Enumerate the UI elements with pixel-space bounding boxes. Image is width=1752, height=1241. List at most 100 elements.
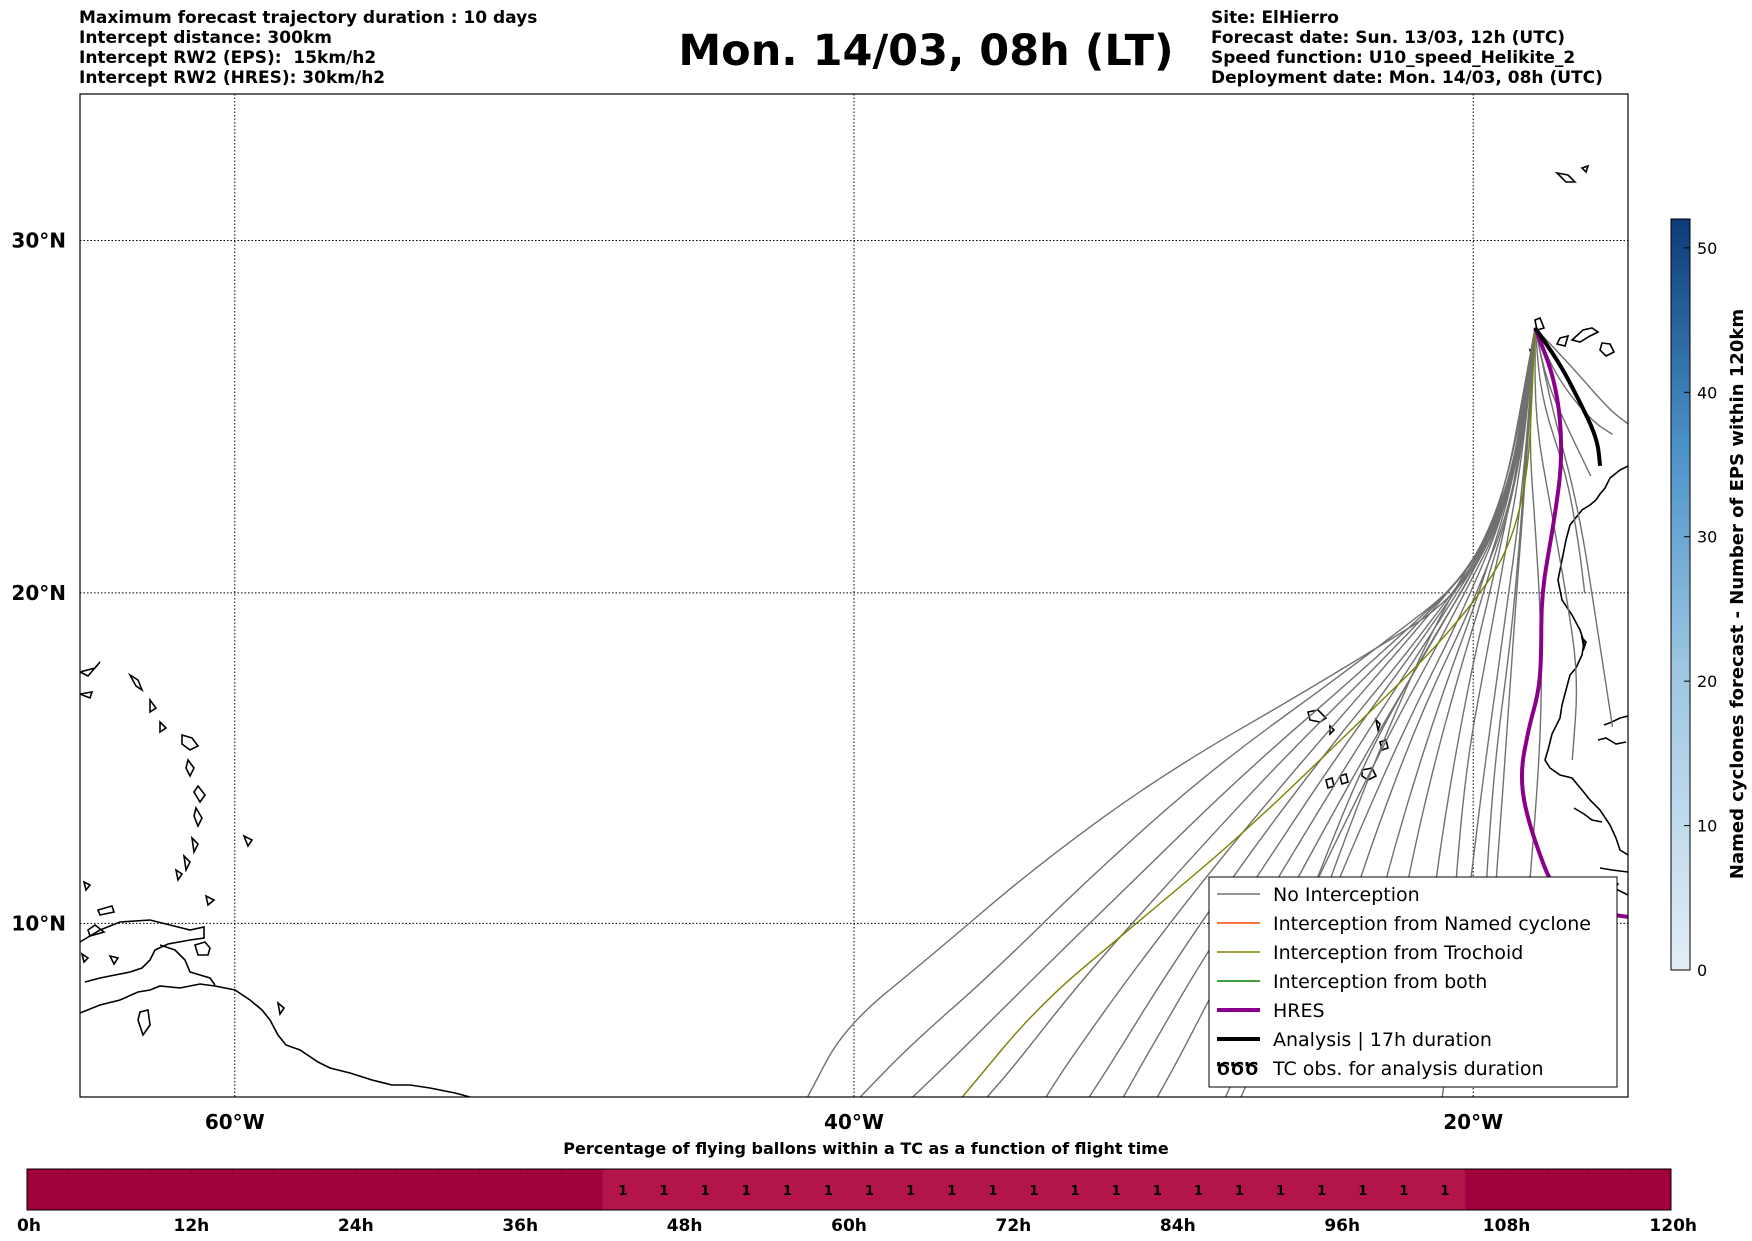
colorbar: 0 10 20 30 40 50 Named cyclones forecast - Nu… xyxy=(1670,218,1748,980)
bar-tick-label: 0h xyxy=(17,1216,41,1236)
bar-cell-value: 1 xyxy=(906,1184,915,1199)
header-right: Site: ElHierro Forecast date: Sun. 13/03… xyxy=(1211,8,1603,88)
legend-label: Interception from both xyxy=(1273,971,1487,993)
legend-label: Analysis | 17h duration xyxy=(1273,1029,1492,1051)
hres-track xyxy=(1519,327,1628,919)
bar-cell-value: 1 xyxy=(947,1184,956,1199)
coastline-small-island xyxy=(137,1009,151,1037)
eps-track xyxy=(1534,327,1614,728)
bar-tick-label: 72h xyxy=(996,1216,1032,1236)
header-left-line: Intercept distance: 300km xyxy=(79,28,332,48)
bar-cell-value: 1 xyxy=(865,1184,874,1199)
coastline-small-island xyxy=(80,952,120,966)
bar-cell-value: 1 xyxy=(660,1184,669,1199)
coastline-africa xyxy=(1544,465,1628,856)
coastline-small-island xyxy=(87,924,106,937)
map-tick-labels: 60°W 40°W 20°W 30°N 20°N 10°N xyxy=(11,229,1503,1134)
header-right-line: Site: ElHierro xyxy=(1211,8,1339,28)
bar-cell-value: 1 xyxy=(1153,1184,1162,1199)
header-right-line: Speed function: U10_speed_Helikite_2 xyxy=(1211,48,1576,68)
lat-tick-label: 20°N xyxy=(11,581,66,605)
bar-cell-value: 1 xyxy=(1235,1184,1244,1199)
legend-label: Interception from Trochoid xyxy=(1273,942,1523,964)
map-frame xyxy=(79,93,1629,1098)
bar-tick-label: 108h xyxy=(1483,1216,1531,1236)
coastline-africa-islands xyxy=(1580,635,1620,910)
eps-track xyxy=(806,327,1536,1097)
bar-cell-value: 1 xyxy=(783,1184,792,1199)
coastline-south-america xyxy=(80,983,471,1097)
coastline-trinidad xyxy=(194,941,211,956)
legend-label: TC obs. for analysis duration xyxy=(1272,1058,1544,1080)
coastline-gulf-paria xyxy=(159,944,216,986)
lat-tick-label: 30°N xyxy=(11,229,66,253)
legend-symbol-tc-icon: ԾԾԾ xyxy=(1216,1059,1259,1080)
header-left-line: Maximum forecast trajectory duration : 1… xyxy=(79,8,538,28)
lat-tick-label: 10°N xyxy=(11,911,66,935)
colorbar-tick-label: 0 xyxy=(1697,961,1707,980)
bar-cell-value: 1 xyxy=(1071,1184,1080,1199)
lon-tick-label: 20°W xyxy=(1443,1110,1503,1134)
flight-time-bar-frame xyxy=(26,1168,1672,1211)
coastline-canaries xyxy=(1528,316,1616,359)
map-legend: No Interception Interception from Named c… xyxy=(1208,876,1618,1088)
bar-cell-value: 1 xyxy=(1276,1184,1285,1199)
bar-tick-label: 36h xyxy=(502,1216,538,1236)
bar-cell-value: 1 xyxy=(1358,1184,1367,1199)
bar-tick-label: 48h xyxy=(667,1216,703,1236)
header-left: Maximum forecast trajectory duration : 1… xyxy=(79,8,537,88)
colorbar-tick-label: 40 xyxy=(1697,383,1717,402)
bar-cell-value: 1 xyxy=(988,1184,997,1199)
flight-time-bar-highlight xyxy=(602,1169,1466,1210)
bar-tick-label: 12h xyxy=(174,1216,210,1236)
flight-time-bar-title: Percentage of flying ballons within a TC… xyxy=(563,1139,1169,1158)
coastline-venezuela-north xyxy=(80,919,205,983)
header-right-line: Deployment date: Mon. 14/03, 08h (UTC) xyxy=(1211,68,1603,88)
bar-cell-value: 1 xyxy=(1194,1184,1203,1199)
eps-track xyxy=(1484,327,1536,1021)
coastline-small-island xyxy=(276,1000,286,1017)
eps-track xyxy=(1534,327,1586,593)
bar-tick-label: 84h xyxy=(1160,1216,1196,1236)
coastline-small-island xyxy=(96,905,116,916)
colorbar-gradient xyxy=(1670,218,1691,971)
coastline-island-chain xyxy=(80,661,254,907)
bar-cell-value: 1 xyxy=(1399,1184,1408,1199)
colorbar-tick-label: 10 xyxy=(1697,817,1717,836)
bar-tick-label: 96h xyxy=(1324,1216,1360,1236)
bar-cell-value: 1 xyxy=(742,1184,751,1199)
bar-cell-value: 1 xyxy=(618,1184,627,1199)
legend-label: HRES xyxy=(1273,1000,1325,1022)
eps-track xyxy=(1317,327,1536,1037)
trochoid-track xyxy=(961,327,1536,1097)
coastline-madeira xyxy=(1554,164,1590,183)
coastline-africa-detail xyxy=(1573,715,1628,896)
bar-cell-value: 1 xyxy=(1440,1184,1449,1199)
colorbar-label: Named cyclones forecast - Number of EPS … xyxy=(1727,309,1748,879)
bar-cell-value: 1 xyxy=(1317,1184,1326,1199)
legend-box xyxy=(1208,876,1618,1088)
colorbar-tick-label: 30 xyxy=(1697,528,1717,547)
header-right-line: Forecast date: Sun. 13/03, 12h (UTC) xyxy=(1211,28,1566,48)
header-left-line: Intercept RW2 (EPS): 15km/h2 xyxy=(79,48,377,68)
bar-cell-value: 1 xyxy=(701,1184,710,1199)
bar-tick-label: 24h xyxy=(338,1216,374,1236)
lon-tick-label: 60°W xyxy=(205,1110,265,1134)
bar-tick-label: 120h xyxy=(1649,1216,1697,1236)
legend-label: Interception from Named cyclone xyxy=(1273,913,1591,935)
legend-label: No Interception xyxy=(1273,884,1420,906)
bar-cell-value: 1 xyxy=(824,1184,833,1199)
map-gridlines xyxy=(80,94,1628,1097)
header-left-line: Intercept RW2 (HRES): 30km/h2 xyxy=(79,68,386,88)
colorbar-tick-label: 50 xyxy=(1697,239,1717,258)
flight-time-bar: Percentage of flying ballons within a TC… xyxy=(17,1139,1697,1236)
colorbar-ticks: 0 10 20 30 40 50 xyxy=(1684,239,1717,980)
bar-cell-value: 1 xyxy=(1112,1184,1121,1199)
page-title: Mon. 14/03, 08h (LT) xyxy=(678,26,1174,76)
bar-tick-label: 60h xyxy=(831,1216,867,1236)
eps-track xyxy=(859,327,1536,1097)
colorbar-tick-label: 20 xyxy=(1697,672,1717,691)
bar-cell-value: 1 xyxy=(1029,1184,1038,1199)
analysis-track xyxy=(1533,326,1603,467)
